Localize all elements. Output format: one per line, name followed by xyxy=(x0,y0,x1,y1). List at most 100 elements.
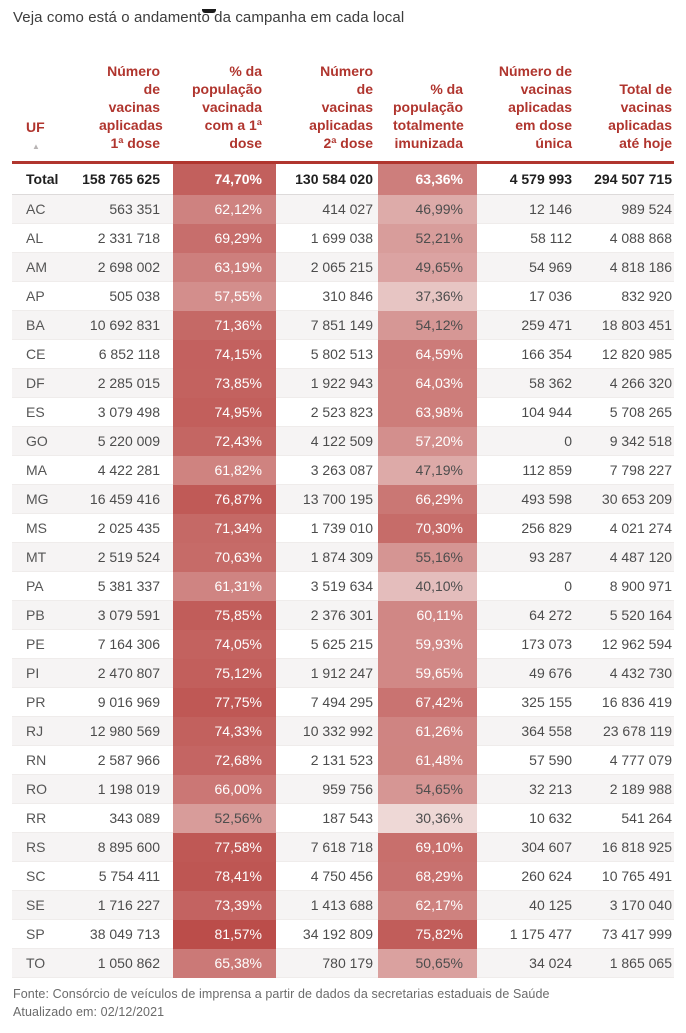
cell-heat-pct: 72,68% xyxy=(173,745,276,775)
cell-value: 10 692 831 xyxy=(64,310,173,340)
cell-heat-pct: 65,38% xyxy=(173,948,276,978)
cell-heat-pct: 47,19% xyxy=(378,455,477,485)
cell-value: 73 417 999 xyxy=(574,919,674,949)
sort-ascending-icon[interactable]: ▲ xyxy=(32,142,40,151)
cell-uf: BA xyxy=(12,310,64,340)
cell-heat-pct: 54,65% xyxy=(378,774,477,804)
cell-value: 959 756 xyxy=(276,774,378,804)
cell-heat-pct: 62,12% xyxy=(173,194,276,224)
cell-value: 34 024 xyxy=(477,948,574,978)
cell-value: 166 354 xyxy=(477,339,574,369)
cell-value: 5 802 513 xyxy=(276,339,378,369)
cell-heat-pct: 49,65% xyxy=(378,252,477,282)
cell-value: 5 220 009 xyxy=(64,426,173,456)
cell-value: 1 865 065 xyxy=(574,948,674,978)
cell-heat-pct: 75,85% xyxy=(173,600,276,630)
top-crop-mark xyxy=(202,9,216,13)
cell-value: 38 049 713 xyxy=(64,919,173,949)
column-header-second-dose-count[interactable]: Número de vacinas aplicadas 2ª dose xyxy=(276,52,378,164)
cell-value: 1 739 010 xyxy=(276,513,378,543)
cell-heat-pct: 63,36% xyxy=(378,162,477,195)
cell-value: 54 969 xyxy=(477,252,574,282)
source-note: Fonte: Consórcio de veículos de imprensa… xyxy=(13,987,550,1001)
cell-value: 2 376 301 xyxy=(276,600,378,630)
cell-value: 3 079 591 xyxy=(64,600,173,630)
cell-value: 1 198 019 xyxy=(64,774,173,804)
table-row: RO 1 198 019 66,00% 959 756 54,65% 32 213 2 18… xyxy=(12,774,674,804)
cell-heat-pct: 61,31% xyxy=(173,571,276,601)
cell-heat-pct: 62,17% xyxy=(378,890,477,920)
cell-value: 832 920 xyxy=(574,281,674,311)
cell-value: 58 112 xyxy=(477,223,574,253)
cell-uf: RJ xyxy=(12,716,64,746)
cell-heat-pct: 55,16% xyxy=(378,542,477,572)
cell-heat-pct: 64,03% xyxy=(378,368,477,398)
cell-value: 4 422 281 xyxy=(64,455,173,485)
cell-heat-pct: 67,42% xyxy=(378,687,477,717)
cell-uf: RN xyxy=(12,745,64,775)
cell-value: 2 025 435 xyxy=(64,513,173,543)
cell-uf: AP xyxy=(12,281,64,311)
cell-uf: SP xyxy=(12,919,64,949)
cell-uf: CE xyxy=(12,339,64,369)
cell-uf: RO xyxy=(12,774,64,804)
table-row: MG 16 459 416 76,87% 13 700 195 66,29% 493 59… xyxy=(12,484,674,514)
cell-value: 5 520 164 xyxy=(574,600,674,630)
cell-value: 9 342 518 xyxy=(574,426,674,456)
cell-value: 2 065 215 xyxy=(276,252,378,282)
cell-heat-pct: 81,57% xyxy=(173,919,276,949)
cell-value: 2 519 524 xyxy=(64,542,173,572)
table-row: PI 2 470 807 75,12% 1 912 247 59,65% 49 676 4 … xyxy=(12,658,674,688)
table-row: ES 3 079 498 74,95% 2 523 823 63,98% 104 944 5… xyxy=(12,397,674,427)
column-header-first-dose-count[interactable]: Número de vacinas aplicadas 1ª dose xyxy=(64,52,173,164)
table-row: TO 1 050 862 65,38% 780 179 50,65% 34 024 1 86… xyxy=(12,948,674,978)
cell-value: 2 470 807 xyxy=(64,658,173,688)
column-header-total-count[interactable]: Total de vacinas aplicadas até hoje xyxy=(574,52,674,164)
cell-heat-pct: 37,36% xyxy=(378,281,477,311)
cell-heat-pct: 75,12% xyxy=(173,658,276,688)
cell-uf: PR xyxy=(12,687,64,717)
cell-heat-pct: 57,55% xyxy=(173,281,276,311)
cell-heat-pct: 66,00% xyxy=(173,774,276,804)
table-row: MA 4 422 281 61,82% 3 263 087 47,19% 112 859 7… xyxy=(12,455,674,485)
cell-uf: AL xyxy=(12,223,64,253)
column-header-uf[interactable]: UF ▲ xyxy=(12,52,64,164)
table-row: SC 5 754 411 78,41% 4 750 456 68,29% 260 624 1… xyxy=(12,861,674,891)
cell-heat-pct: 57,20% xyxy=(378,426,477,456)
cell-uf: DF xyxy=(12,368,64,398)
cell-uf: Total xyxy=(12,162,64,195)
cell-value: 4 122 509 xyxy=(276,426,378,456)
cell-heat-pct: 59,65% xyxy=(378,658,477,688)
cell-heat-pct: 63,98% xyxy=(378,397,477,427)
cell-heat-pct: 50,65% xyxy=(378,948,477,978)
cell-value: 17 036 xyxy=(477,281,574,311)
table-row: MT 2 519 524 70,63% 1 874 309 55,16% 93 287 4 … xyxy=(12,542,674,572)
cell-heat-pct: 71,36% xyxy=(173,310,276,340)
cell-value: 32 213 xyxy=(477,774,574,804)
cell-heat-pct: 78,41% xyxy=(173,861,276,891)
column-header-fully-immunized-pct[interactable]: % da população totalmente imunizada xyxy=(378,52,477,164)
cell-heat-pct: 46,99% xyxy=(378,194,477,224)
cell-uf: PB xyxy=(12,600,64,630)
cell-heat-pct: 76,87% xyxy=(173,484,276,514)
table-row: RS 8 895 600 77,58% 7 618 718 69,10% 304 607 1… xyxy=(12,832,674,862)
cell-value: 8 900 971 xyxy=(574,571,674,601)
cell-value: 2 331 718 xyxy=(64,223,173,253)
cell-value: 364 558 xyxy=(477,716,574,746)
cell-value: 7 618 718 xyxy=(276,832,378,862)
cell-value: 325 155 xyxy=(477,687,574,717)
cell-uf: PE xyxy=(12,629,64,659)
cell-heat-pct: 71,34% xyxy=(173,513,276,543)
table-row: RR 343 089 52,56% 187 543 30,36% 10 632 541 26… xyxy=(12,803,674,833)
column-header-first-dose-pct[interactable]: % da população vacinada com a 1ª dose xyxy=(173,52,276,164)
cell-uf: GO xyxy=(12,426,64,456)
cell-value: 12 962 594 xyxy=(574,629,674,659)
cell-value: 310 846 xyxy=(276,281,378,311)
cell-heat-pct: 75,82% xyxy=(378,919,477,949)
cell-value: 7 164 306 xyxy=(64,629,173,659)
cell-value: 112 859 xyxy=(477,455,574,485)
column-header-single-dose-count[interactable]: Número de vacinas aplicadas em dose únic… xyxy=(477,52,574,164)
cell-heat-pct: 69,29% xyxy=(173,223,276,253)
cell-value: 256 829 xyxy=(477,513,574,543)
cell-heat-pct: 30,36% xyxy=(378,803,477,833)
